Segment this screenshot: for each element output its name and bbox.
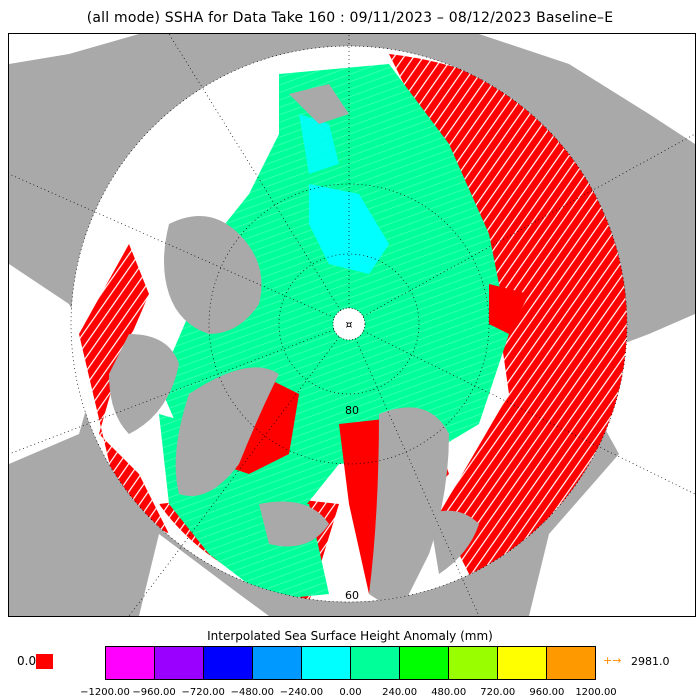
lat-label-60: 60 — [345, 589, 359, 602]
outside-ocean-s — [139, 534, 269, 616]
outside-ocean-w — [9, 264, 99, 464]
colorbar-segment — [155, 647, 204, 679]
colorbar-tick-label: 960.00 — [529, 687, 565, 698]
outside-ocean-se — [529, 314, 695, 616]
max-arrow-icon: +→ — [603, 654, 622, 667]
svg-text:¤: ¤ — [346, 318, 353, 331]
colorbar-segment — [302, 647, 351, 679]
colorbar-segment — [204, 647, 253, 679]
colorbar-tick-label: −720.00 — [181, 687, 225, 698]
zero-label: 0.0 — [17, 654, 37, 668]
colorbar — [105, 646, 596, 680]
outside-ocean-nw — [9, 34, 139, 64]
colorbar-tick-label: 1200.00 — [575, 687, 617, 698]
colorbar-segment — [400, 647, 449, 679]
lat-label-80: 80 — [345, 404, 359, 417]
colorbar-segment — [498, 647, 547, 679]
colorbar-segment — [547, 647, 595, 679]
colorbar-tick-label: 240.00 — [382, 687, 418, 698]
colorbar-tick-label: −1200.00 — [80, 687, 130, 698]
colorbar-segment — [449, 647, 498, 679]
colorbar-tick-label: −480.00 — [230, 687, 274, 698]
graticule — [9, 34, 695, 616]
colorbar-tick-label: 0.00 — [339, 687, 362, 698]
colorbar-segment — [351, 647, 400, 679]
colorbar-tick-label: 480.00 — [431, 687, 467, 698]
outside-ocean-ne — [479, 34, 695, 144]
colorbar-segment — [253, 647, 302, 679]
colorbar-segment — [106, 647, 155, 679]
map-title: (all mode) SSHA for Data Take 160 : 09/1… — [86, 10, 614, 26]
pole-hole — [333, 308, 365, 340]
out-of-range-swatch — [36, 654, 53, 669]
polar-map-svg: ¤ 80 60 — [9, 34, 695, 616]
polar-map: ¤ 80 60 — [8, 33, 696, 617]
colorbar-tick-label: 720.00 — [480, 687, 516, 698]
colorbar-tick-label: −960.00 — [132, 687, 176, 698]
colorbar-tick-label: −240.00 — [279, 687, 324, 698]
colorbar-title: Interpolated Sea Surface Height Anomaly … — [207, 629, 493, 643]
max-value: 2981.0 — [631, 655, 670, 668]
